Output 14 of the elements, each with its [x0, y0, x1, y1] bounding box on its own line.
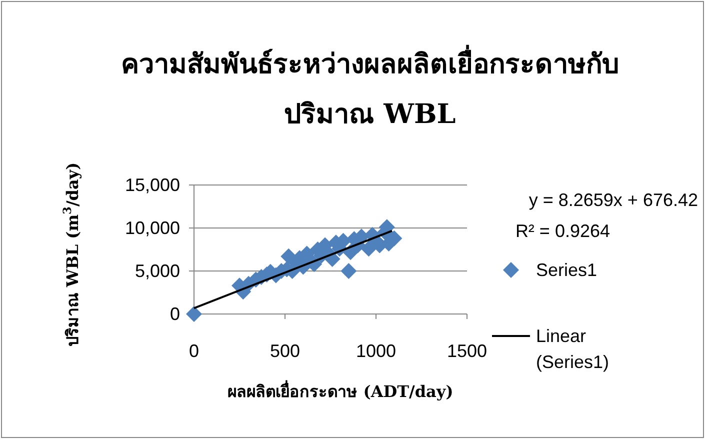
legend-label: Series1 — [536, 260, 598, 280]
x-tick-label: 0 — [188, 341, 200, 361]
chart-title: ความสัมพันธ์ระหว่างผลผลิตเยื่อกระดาษกับปริมาณ WBL — [120, 44, 620, 132]
x-axis-title: ผลผลิตเยื่อกระดาษ (ADT/day) — [228, 380, 454, 401]
y-tick-label: 5,000 — [134, 261, 180, 281]
text: R² = 0.9264 — [515, 221, 610, 241]
x-tick-label: 500 — [270, 341, 300, 361]
y-tick-label: 0 — [170, 304, 180, 324]
legend-label: Linear (Series1) — [536, 326, 610, 372]
x-tick-label: 1000 — [356, 341, 396, 361]
text: y = 8.2659x + 676.42 — [528, 190, 698, 210]
y-tick-label: 10,000 — [124, 218, 180, 238]
x-tick-label: 1500 — [446, 341, 488, 361]
y-tick-label: 15,000 — [124, 175, 180, 195]
